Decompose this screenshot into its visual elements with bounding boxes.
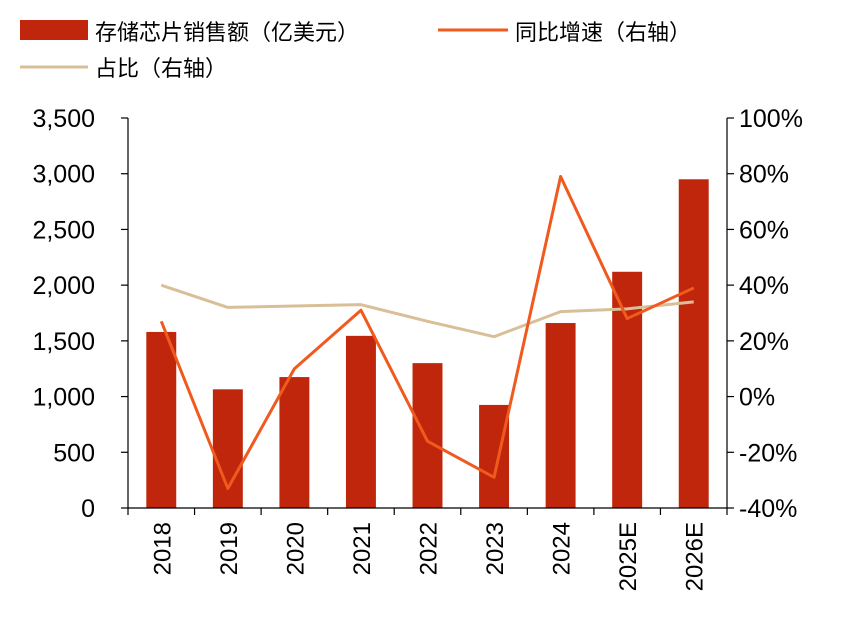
right-tick-label: 40% bbox=[739, 272, 789, 300]
share-line bbox=[160, 283, 694, 339]
bar-2018 bbox=[146, 331, 177, 508]
left-tick-label: 2,000 bbox=[32, 272, 95, 300]
bar-2025E bbox=[612, 271, 643, 508]
x-tick-label: 2025E bbox=[615, 522, 642, 591]
right-tick-label: -40% bbox=[739, 495, 797, 523]
left-tick-label: 2,500 bbox=[32, 216, 95, 244]
bar-2021 bbox=[345, 335, 376, 508]
bar-2019 bbox=[212, 389, 243, 508]
right-tick-label: 60% bbox=[739, 216, 789, 244]
x-tick-label: 2019 bbox=[216, 522, 243, 575]
left-tick-label: 500 bbox=[53, 439, 95, 467]
right-tick-label: 80% bbox=[739, 161, 789, 189]
bar-2026E bbox=[678, 179, 709, 509]
plot-area: 0 500 1,000 1,500 2,000 2,500 3,000 3,500 -40% -2… bbox=[32, 105, 803, 591]
bar-2022 bbox=[412, 363, 443, 508]
bar-2023 bbox=[479, 404, 510, 508]
legend-label-share: 占比（右轴） bbox=[95, 56, 227, 81]
x-tick-label: 2022 bbox=[416, 522, 443, 575]
left-tick-label: 0 bbox=[81, 495, 95, 523]
right-tick-label: -20% bbox=[739, 439, 797, 467]
x-tick-label: 2024 bbox=[549, 522, 576, 575]
x-tick-label: 2021 bbox=[349, 522, 376, 575]
x-tick-label: 2026E bbox=[682, 522, 709, 591]
legend-label-sales: 存储芯片销售额（亿美元） bbox=[95, 20, 359, 45]
legend-swatch-sales bbox=[20, 20, 88, 40]
left-tick-label: 3,500 bbox=[32, 105, 95, 133]
x-tick-label: 2023 bbox=[482, 522, 509, 575]
bar-2020 bbox=[279, 377, 310, 508]
left-tick-label: 1,000 bbox=[32, 384, 95, 412]
bar-2024 bbox=[545, 323, 576, 508]
left-tick-label: 1,500 bbox=[32, 328, 95, 356]
legend-label-growth: 同比增速（右轴） bbox=[515, 20, 691, 45]
right-tick-label: 0% bbox=[739, 384, 775, 412]
right-tick-label: 100% bbox=[739, 105, 803, 133]
growth-line bbox=[159, 175, 695, 490]
right-tick-label: 20% bbox=[739, 328, 789, 356]
x-tick-label: 2020 bbox=[282, 522, 309, 575]
left-tick-label: 3,000 bbox=[32, 161, 95, 189]
x-tick-label: 2018 bbox=[149, 522, 176, 575]
legend: 存储芯片销售额（亿美元） 同比增速（右轴） 占比（右轴） bbox=[20, 20, 691, 81]
